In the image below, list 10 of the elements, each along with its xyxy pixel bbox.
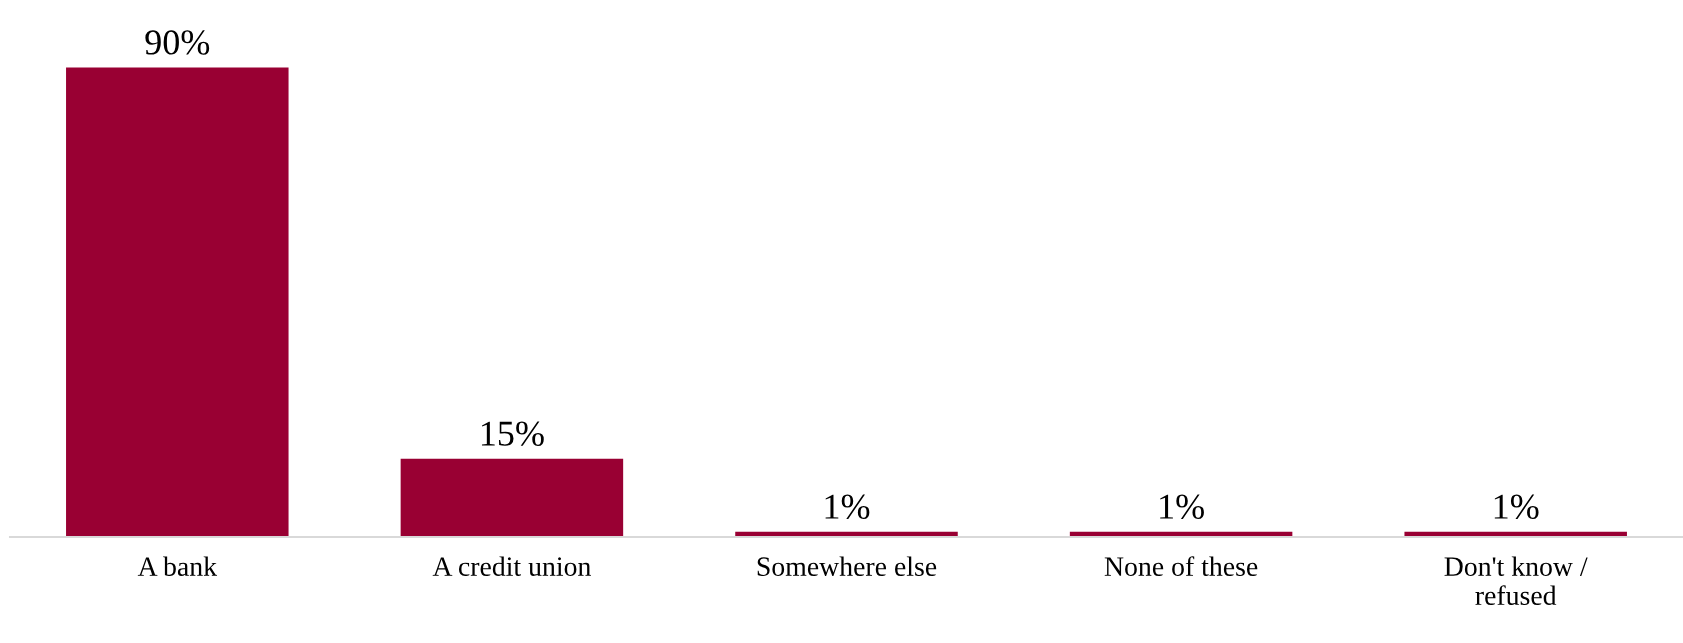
x-tick-label: A credit union — [432, 556, 591, 576]
x-tick-label: None of these — [1104, 556, 1258, 576]
data-label: 15% — [481, 421, 544, 446]
x-tick-label: Don't know / refused — [1444, 556, 1588, 606]
data-label: 1% — [1160, 494, 1204, 520]
x-tick-label: Somewhere else — [757, 556, 937, 576]
data-label: 90% — [145, 30, 210, 55]
data-label: 1% — [825, 494, 870, 520]
data-label: 1% — [1494, 494, 1539, 520]
x-tick-label: A bank — [137, 556, 218, 576]
